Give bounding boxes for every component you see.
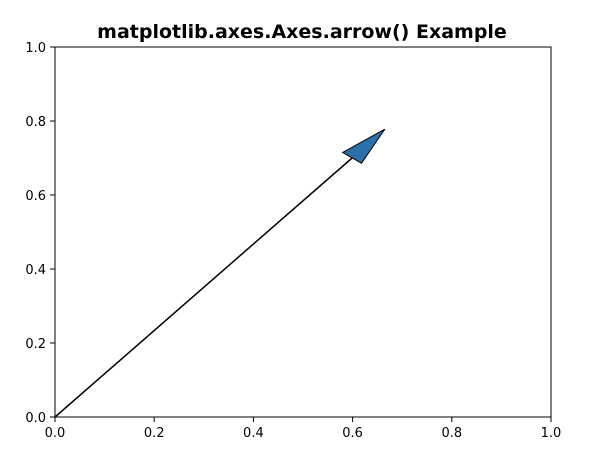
y-tick-label: 0.2 xyxy=(25,337,46,352)
x-tick-label: 0.6 xyxy=(342,426,363,441)
y-axis: 0.0 0.2 0.4 0.6 0.8 1.0 xyxy=(25,41,55,426)
chart-title: matplotlib.axes.Axes.arrow() Example xyxy=(97,21,507,43)
y-tick-label: 0.0 xyxy=(25,411,46,426)
x-tick-label: 0.4 xyxy=(243,426,264,441)
x-tick-label: 0.0 xyxy=(45,426,66,441)
x-axis: 0.0 0.2 0.4 0.6 0.8 1.0 xyxy=(45,417,562,441)
x-tick-label: 1.0 xyxy=(541,426,562,441)
y-tick-label: 0.4 xyxy=(25,263,46,278)
arrow-shaft xyxy=(55,158,352,417)
y-tick-label: 0.8 xyxy=(25,115,46,130)
y-tick-label: 1.0 xyxy=(25,41,46,56)
axes-frame xyxy=(55,47,551,417)
x-tick-label: 0.8 xyxy=(441,426,462,441)
x-tick-label: 0.2 xyxy=(144,426,165,441)
plot-area: 0.0 0.2 0.4 0.6 0.8 1.0 0.0 0.2 0.4 0.6 0.8 1.0 xyxy=(25,41,561,441)
arrow-head xyxy=(343,129,385,163)
y-tick-label: 0.6 xyxy=(25,189,46,204)
